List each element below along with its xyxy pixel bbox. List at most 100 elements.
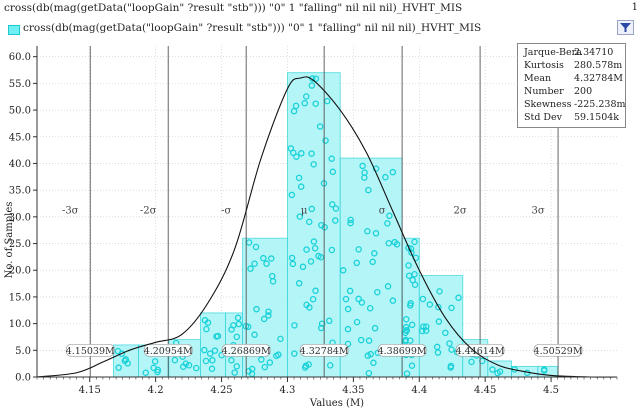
stat-key: Kurtosis <box>524 60 564 71</box>
sigma-value-label: 4.20954M <box>144 346 193 357</box>
sample-point <box>316 123 324 130</box>
sigma-label: μ <box>301 206 308 217</box>
stat-row: Skewness -225.238m <box>518 99 626 112</box>
sample-point <box>202 357 210 365</box>
sample-point <box>455 294 462 302</box>
x-tick-label: 4.4 <box>411 385 427 396</box>
sample-point <box>446 340 453 347</box>
y-axis-title: No. of Samples <box>4 202 15 279</box>
sigma-value-box <box>377 343 427 357</box>
y-tick-label: 5.0 <box>15 346 31 357</box>
x-tick-label: 4.35 <box>342 385 364 396</box>
sample-point <box>382 173 389 181</box>
sample-point <box>310 161 317 168</box>
y-tick-label: 55.0 <box>9 79 31 90</box>
sample-point <box>273 352 280 360</box>
sigma-label: 2σ <box>453 206 466 217</box>
sample-point <box>318 320 326 327</box>
sample-point <box>312 75 320 82</box>
sample-point <box>403 370 411 377</box>
sample-point <box>405 262 412 269</box>
sigma-value-label: 4.44614M <box>456 346 505 357</box>
sample-point <box>308 150 315 157</box>
sample-point <box>419 295 427 303</box>
sample-point <box>258 356 265 363</box>
sample-point <box>366 304 374 312</box>
sample-point <box>269 278 277 285</box>
sample-point <box>288 191 296 199</box>
legend-label[interactable]: cross(db(mag(getData("loopGain" ?result … <box>23 22 482 34</box>
sample-point <box>263 260 270 267</box>
sample-point <box>407 302 414 309</box>
sigma-label: 3σ <box>531 206 544 217</box>
sample-point <box>115 364 122 371</box>
sample-point <box>344 305 352 313</box>
sigma-label: -σ <box>221 206 231 217</box>
sample-point <box>372 230 380 237</box>
sample-point <box>322 137 329 144</box>
sample-point <box>171 356 179 364</box>
sample-point <box>291 322 298 329</box>
sample-point <box>204 319 212 326</box>
sample-point <box>235 320 243 328</box>
sample-point <box>372 165 380 172</box>
histogram-chart: -3σ 4.15039M -2σ 4.20954M -σ 4.26869M μ 4.32784… <box>4 46 618 409</box>
sample-point <box>308 82 316 89</box>
sample-point <box>252 243 260 251</box>
sample-point <box>347 219 354 227</box>
sample-point <box>448 346 455 353</box>
x-tick-label: 4.25 <box>210 385 232 396</box>
sample-point <box>303 301 310 309</box>
sample-point <box>292 102 300 110</box>
sample-point <box>496 368 504 375</box>
stat-value: 2.34710 <box>574 47 614 58</box>
sigma-value-box <box>221 343 271 357</box>
sample-point <box>371 324 379 332</box>
sample-point <box>342 295 350 303</box>
sample-point <box>290 107 298 115</box>
sample-point <box>357 336 365 344</box>
stat-value: 280.578m <box>574 60 623 71</box>
sample-point <box>426 301 434 308</box>
density-curve-line <box>36 76 618 378</box>
filter-icon[interactable] <box>617 20 634 35</box>
sample-point <box>291 350 298 357</box>
sample-point <box>344 325 352 333</box>
sample-point <box>408 362 416 369</box>
sample-point <box>268 255 275 262</box>
sample-point <box>302 93 310 100</box>
sample-point <box>436 288 443 295</box>
sample-point <box>370 359 377 367</box>
chart-title: cross(db(mag(getData("loopGain" ?result … <box>4 2 463 14</box>
sample-point <box>251 331 258 338</box>
histogram-bars <box>113 72 559 378</box>
sample-point <box>266 359 274 366</box>
sample-point <box>347 216 354 224</box>
y-tick-label: 15.0 <box>9 292 31 303</box>
stat-value: 200 <box>574 86 593 97</box>
density-curve <box>36 76 618 378</box>
x-tick-label: 4.45 <box>474 385 496 396</box>
sample-point <box>344 340 352 348</box>
sample-point <box>393 241 401 248</box>
sample-point <box>433 343 441 351</box>
y-tick-label: 10.0 <box>9 319 31 330</box>
sample-point <box>468 358 475 366</box>
sample-point <box>369 258 376 266</box>
y-tick-label: 35.0 <box>9 186 31 197</box>
sigma-value-box <box>143 343 193 357</box>
sample-point <box>265 308 272 315</box>
stat-row: Mean 4.32784M <box>518 73 625 86</box>
sample-point <box>423 323 430 330</box>
x-tick-label: 4.5 <box>543 385 559 396</box>
x-tick-label: 4.2 <box>148 385 164 396</box>
sample-point <box>364 227 371 235</box>
sample-point <box>353 259 361 267</box>
sample-point <box>408 321 416 329</box>
sample-point <box>297 183 305 190</box>
sample-point <box>312 287 319 295</box>
sample-point <box>265 312 272 319</box>
sample-point <box>305 361 312 368</box>
sigma-label: σ <box>379 206 386 217</box>
sample-point <box>310 238 318 245</box>
